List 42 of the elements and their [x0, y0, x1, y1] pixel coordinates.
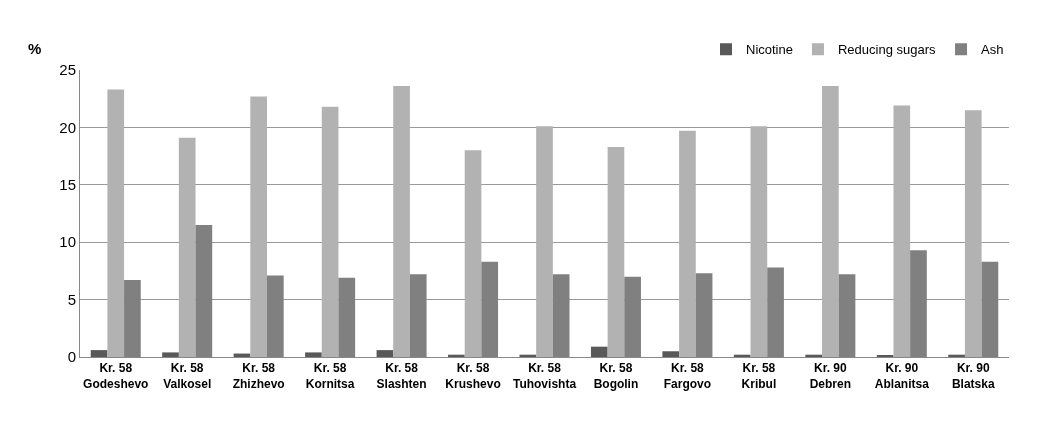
x-tick-label: Kr. 58 Bogolin: [593, 361, 639, 391]
y-tick-label: 5: [67, 290, 76, 308]
bar: [893, 105, 911, 357]
bar: [250, 96, 267, 357]
x-tick-label: Kr. 58 Kornitsa: [305, 361, 355, 391]
bar: [90, 350, 108, 357]
y-tick-label: 0: [67, 348, 76, 366]
x-tick-label: Kr. 58 Kribul: [741, 361, 777, 391]
x-tick-label: Kr. 58 Valkosel: [163, 361, 212, 391]
y-tick-label: 10: [59, 233, 76, 251]
legend-label: Nicotine: [746, 42, 793, 58]
y-tick-label: 20: [59, 118, 76, 136]
x-tick-label: Kr. 58 Tuhovishta: [512, 361, 577, 391]
legend-label: Reducing sugars: [837, 42, 937, 58]
x-tick-label: Kr. 90 Blatska: [951, 361, 995, 391]
x-tick-label: Kr. 90 Ablanitsa: [874, 361, 930, 391]
bar: [305, 352, 322, 357]
bar: [376, 350, 394, 357]
y-tick-label: 25: [59, 61, 76, 79]
x-tick-label: Kr. 58 Krushevo: [445, 361, 501, 391]
bar: [321, 106, 339, 357]
x-tick-label: Kr. 58 Fargovo: [663, 361, 712, 391]
bar: [679, 130, 696, 357]
bar: [964, 110, 982, 357]
bar: [662, 351, 680, 357]
bar: [536, 126, 553, 357]
bar: [464, 150, 482, 357]
bar: [607, 146, 625, 357]
x-tick-label: Kr. 58 Zhizhevo: [232, 361, 285, 391]
bar: [178, 137, 196, 357]
y-axis-title: %: [28, 40, 42, 57]
y-tick-label: 15: [59, 176, 76, 194]
legend-label: Ash: [981, 42, 1004, 58]
bar: [590, 346, 608, 357]
bar: [393, 86, 410, 357]
x-tick-label: Kr. 58 Godeshevo: [83, 361, 149, 391]
bar: [822, 86, 839, 357]
bar: [162, 352, 179, 357]
x-tick-label: Kr. 90 Debren: [809, 361, 852, 391]
bar: [750, 126, 768, 357]
bar: [107, 89, 125, 357]
x-tick-label: Kr. 58 Slashten: [376, 361, 427, 391]
